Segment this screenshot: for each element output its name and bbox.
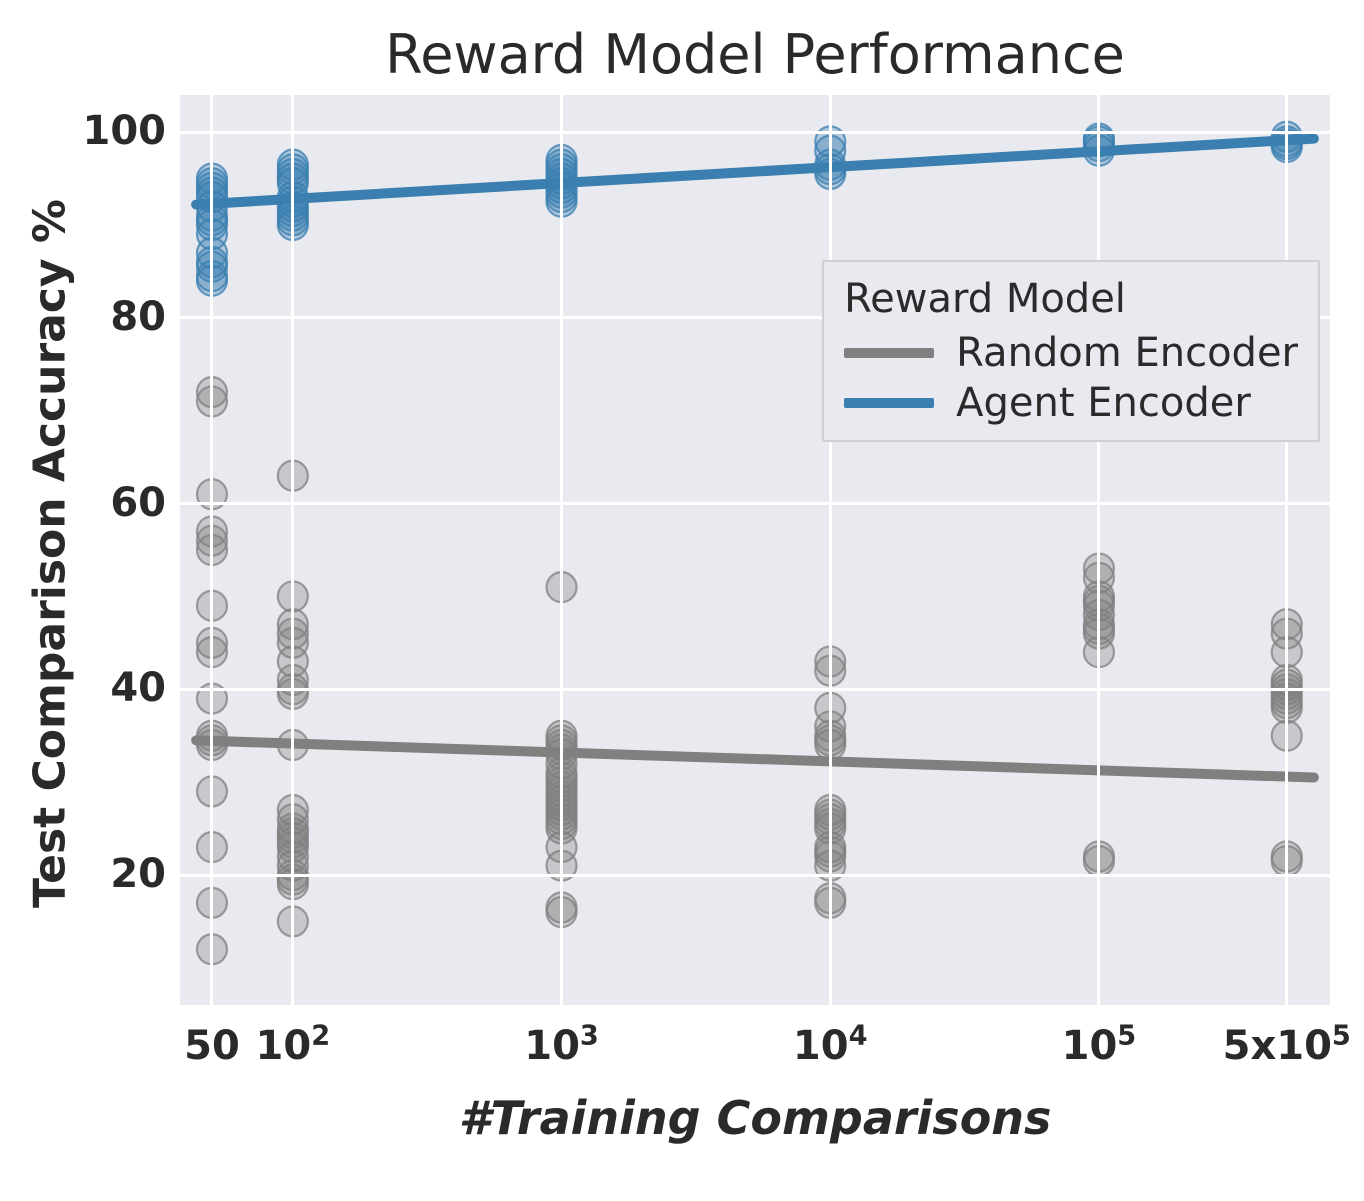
x-tick-label: 5x105	[1207, 1023, 1364, 1069]
x-tick-label: 103	[482, 1023, 642, 1069]
legend-item: Agent Encoder	[844, 380, 1298, 426]
y-tick-label: 20	[110, 851, 166, 897]
legend-label: Random Encoder	[956, 330, 1298, 376]
grid-line-y	[180, 688, 1330, 691]
legend-swatch	[844, 398, 934, 408]
grid-line-x	[1097, 95, 1100, 1005]
y-tick-label: 80	[110, 294, 166, 340]
y-tick-label: 60	[110, 480, 166, 526]
x-tick-label: 102	[213, 1023, 373, 1069]
y-tick-label: 40	[110, 665, 166, 711]
y-axis-label: Test Comparison Accuracy %	[25, 99, 76, 1009]
legend-swatch	[844, 348, 934, 358]
figure: Reward Model Performance Test Comparison…	[0, 0, 1364, 1201]
x-axis-label: #Training Comparisons	[180, 1091, 1330, 1145]
grid-line-x	[210, 95, 213, 1005]
grid-line-x	[560, 95, 563, 1005]
grid-line-y	[180, 874, 1330, 877]
grid-line-x	[1285, 95, 1288, 1005]
legend-label: Agent Encoder	[956, 380, 1251, 426]
trend-line	[196, 740, 1314, 777]
legend-item: Random Encoder	[844, 330, 1298, 376]
legend: Reward Model Random EncoderAgent Encoder	[822, 260, 1320, 442]
grid-line-x	[829, 95, 832, 1005]
grid-line-y	[180, 502, 1330, 505]
y-tick-label: 100	[83, 108, 167, 154]
grid-line-x	[291, 95, 294, 1005]
trend-line	[196, 139, 1314, 205]
x-tick-label: 104	[750, 1023, 910, 1069]
plot-area	[180, 95, 1330, 1005]
x-tick-label: 105	[1019, 1023, 1179, 1069]
chart-title: Reward Model Performance	[180, 23, 1330, 86]
legend-title: Reward Model	[844, 276, 1298, 322]
grid-line-y	[180, 131, 1330, 134]
chart-svg	[180, 95, 1330, 1005]
